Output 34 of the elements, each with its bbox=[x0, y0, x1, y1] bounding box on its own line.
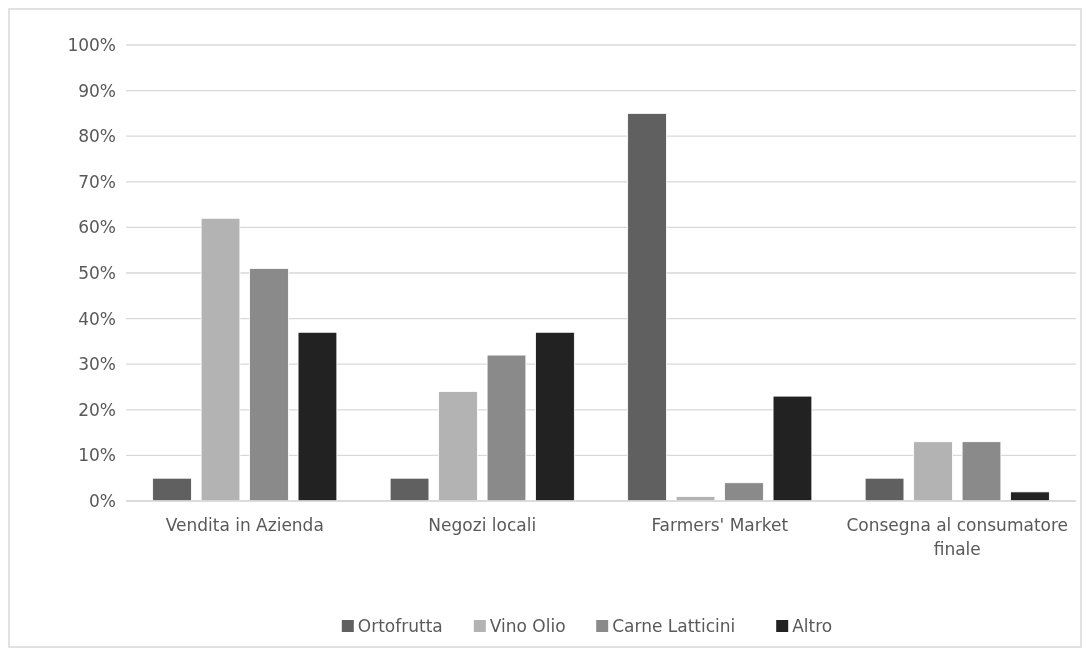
legend-label: Carne Latticini bbox=[612, 615, 736, 636]
y-tick-label: 100% bbox=[67, 34, 116, 55]
legend-label: Vino Olio bbox=[489, 615, 566, 636]
bar bbox=[152, 477, 192, 502]
x-tick-label: Farmers' Market bbox=[651, 515, 789, 535]
legend-label: Ortofrutta bbox=[357, 615, 443, 636]
bar bbox=[724, 482, 764, 502]
bar bbox=[389, 477, 430, 502]
y-tick-label: 0% bbox=[89, 490, 116, 511]
y-tick-label: 80% bbox=[78, 126, 116, 147]
bar bbox=[535, 331, 575, 502]
y-tick-label: 10% bbox=[78, 445, 116, 466]
y-tick-label: 20% bbox=[78, 399, 116, 420]
bar bbox=[200, 217, 241, 502]
x-tick-label: Consegna al consumatore finale bbox=[846, 515, 1069, 559]
y-tick-label: 70% bbox=[78, 171, 116, 192]
bar bbox=[486, 354, 527, 502]
y-tick-label: 90% bbox=[78, 80, 116, 101]
y-tick-label: 50% bbox=[78, 262, 116, 283]
y-tick-label: 40% bbox=[78, 308, 116, 329]
x-tick-label: Negozi locali bbox=[428, 515, 537, 535]
x-tick-label: Vendita in Azienda bbox=[165, 515, 324, 535]
bar bbox=[913, 441, 953, 502]
y-tick-label: 30% bbox=[78, 354, 116, 375]
bar bbox=[961, 441, 1002, 502]
legend-label: Altro bbox=[792, 615, 833, 636]
bar bbox=[1010, 491, 1050, 502]
bar bbox=[864, 477, 905, 502]
bar bbox=[772, 395, 813, 502]
bar bbox=[438, 391, 478, 502]
bar bbox=[627, 113, 667, 502]
bar bbox=[297, 331, 338, 502]
bar bbox=[249, 268, 289, 502]
y-tick-label: 60% bbox=[78, 217, 116, 238]
